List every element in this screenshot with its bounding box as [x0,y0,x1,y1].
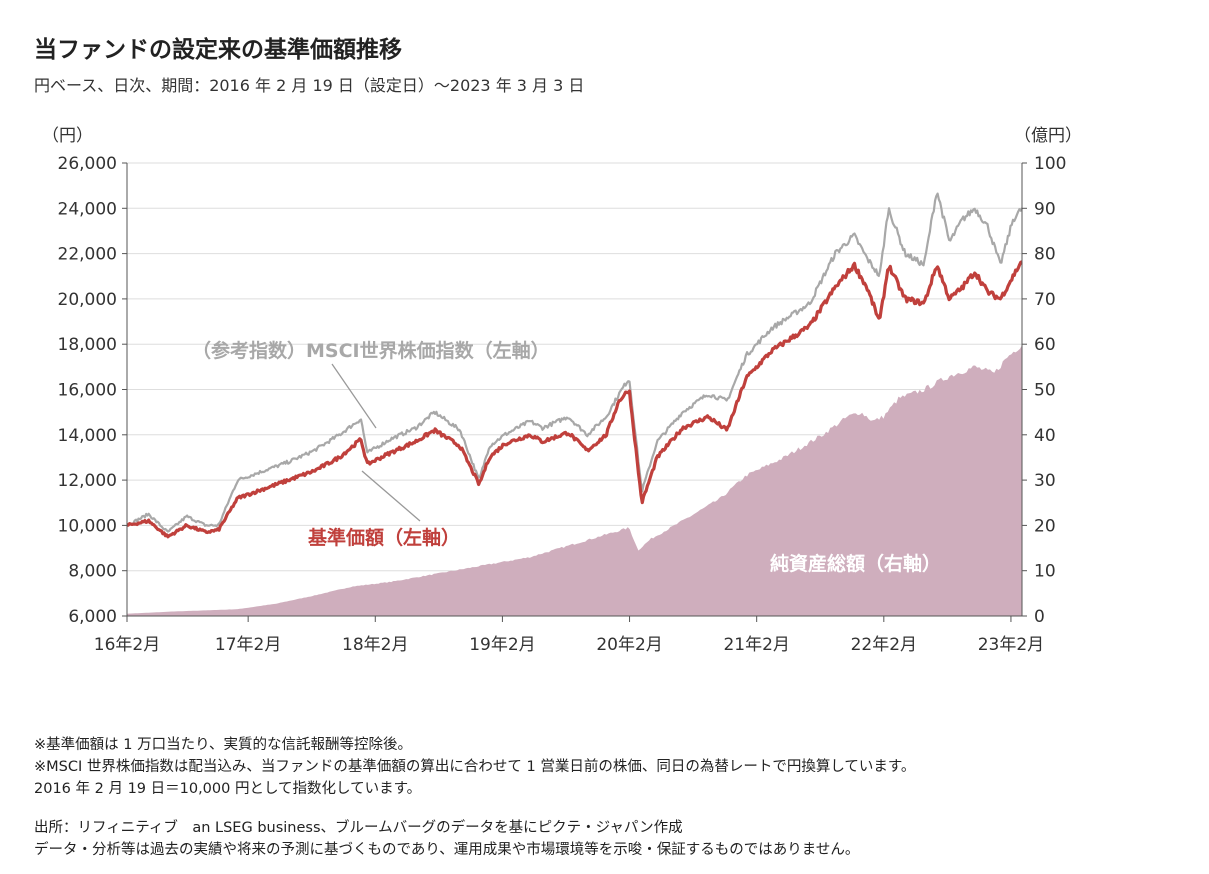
left-tick-label: 22,000 [58,245,117,265]
right-tick-label: 70 [1034,290,1056,310]
line-layer [126,192,1023,539]
chart-subtitle: 円ベース、日次、期間：2016 年 2 月 19 日（設定日）～2023 年 3… [34,76,585,95]
x-tick-label: 22年2月 [851,635,917,655]
left-tick-label: 12,000 [58,471,117,491]
right-tick-label: 0 [1034,607,1045,627]
nav-leader-line [361,470,421,522]
page-title: 当ファンドの設定来の基準価額推移 [34,37,402,63]
right-tick-label: 100 [1034,154,1066,174]
footnotes: ※基準価額は 1 万口当たり、実質的な信託報酬等控除後。 ※MSCI 世界株価指… [34,734,915,800]
msci-index-line [126,192,1023,533]
x-tick-label: 20年2月 [596,635,662,655]
x-tick-label: 18年2月 [342,635,408,655]
nav-line [126,260,1023,539]
x-tick-label: 16年2月 [94,635,160,655]
left-tick-label: 24,000 [58,199,117,219]
source-notes: 出所：リフィニティブ an LSEG business、ブルームバーグのデータを… [34,817,859,861]
left-tick-label: 18,000 [58,335,117,355]
right-tick-label: 80 [1034,245,1056,265]
right-tick-label: 40 [1034,426,1056,446]
left-axis-unit: （円） [42,126,93,146]
x-tick-label: 19年2月 [469,635,535,655]
right-tick-label: 90 [1034,199,1056,219]
right-tick-label: 10 [1034,562,1056,582]
area-layer [127,345,1022,616]
source-line-1: 出所：リフィニティブ an LSEG business、ブルームバーグのデータを… [34,820,683,836]
left-tick-label: 26,000 [58,154,117,174]
left-tick-label: 20,000 [58,290,117,310]
left-tick-label: 6,000 [68,607,117,627]
x-tick-label: 23年2月 [978,635,1044,655]
nav-chart: 6,000 8,000 10,000 12,000 14,000 16,000 18,000… [42,126,1082,655]
series-labels: （参考指数）MSCI世界株価指数（左軸） 基準価額（左軸） 純資産総額（右軸） [192,339,941,575]
right-axis-unit: （億円） [1014,126,1082,146]
left-tick-label: 16,000 [58,381,117,401]
source-line-2: データ・分析等は過去の実績や将来の予測に基づくものであり、運用成果や市場環境等を… [34,842,860,858]
right-tick-label: 50 [1034,381,1056,401]
msci-series-label: （参考指数）MSCI世界株価指数（左軸） [192,339,550,362]
x-tick-label: 17年2月 [215,635,281,655]
left-tick-label: 8,000 [68,562,117,582]
right-tick-label: 60 [1034,335,1056,355]
nav-series-label: 基準価額（左軸） [307,526,460,549]
net-assets-series-label: 純資産総額（右軸） [770,552,941,575]
msci-leader-line [331,363,377,429]
axes: 6,000 8,000 10,000 12,000 14,000 16,000 18,000… [42,126,1082,655]
right-tick-label: 20 [1034,516,1056,536]
left-tick-label: 10,000 [58,516,117,536]
net-assets-area [127,345,1022,616]
left-tick-label: 14,000 [58,426,117,446]
footnote-1: ※基準価額は 1 万口当たり、実質的な信託報酬等控除後。 [34,737,413,753]
x-tick-label: 21年2月 [723,635,789,655]
footnote-3: 2016 年 2 月 19 日＝10,000 円として指数化しています。 [34,781,422,797]
footnote-2: ※MSCI 世界株価指数は配当込み、当ファンドの基準価額の算出に合わせて 1 営… [34,759,916,775]
right-tick-label: 30 [1034,471,1056,491]
